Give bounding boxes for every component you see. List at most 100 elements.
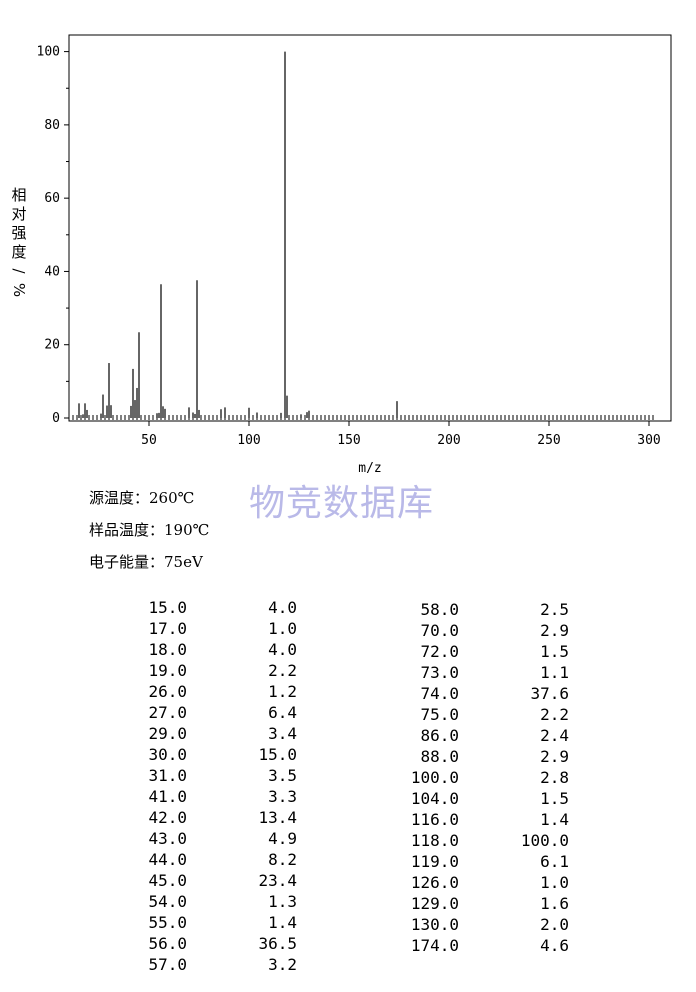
mz-cell: 174.0 (410, 936, 459, 955)
mz-cell: 44.0 (148, 850, 187, 869)
x-tick-label: 50 (141, 433, 157, 448)
left-mz-column: 15.0 17.0 18.0 19.0 26.0 27.0 29.0 30.0 31.0 41.0… (120, 597, 187, 975)
intensity-cell: 2.9 (540, 621, 569, 640)
left-intensity-column: 4.0 1.0 4.0 2.2 1.2 6.4 3.4 15.0 3.5 3.3 13.4 4.9 8.… (230, 597, 297, 975)
y-tick-label: 60 (44, 191, 60, 206)
intensity-cell: 23.4 (258, 871, 297, 890)
right-intensity-column: 2.5 2.9 1.5 1.1 37.6 2.2 2.4 2.9 2.8 1.5 1.4 100.0 6… (500, 599, 569, 956)
sample-temperature-label: 样品温度： (89, 521, 165, 539)
intensity-cell: 1.0 (268, 619, 297, 638)
x-tick-label: 300 (637, 433, 660, 448)
mz-cell: 58.0 (420, 600, 459, 619)
mz-cell: 17.0 (148, 619, 187, 638)
mz-cell: 27.0 (148, 703, 187, 722)
mz-cell: 19.0 (148, 661, 187, 680)
y-tick-label: 0 (52, 411, 60, 426)
intensity-cell: 15.0 (258, 745, 297, 764)
mz-cell: 55.0 (148, 913, 187, 932)
intensity-cell: 4.0 (268, 640, 297, 659)
y-tick-label: 40 (44, 264, 60, 279)
mz-cell: 26.0 (148, 682, 187, 701)
intensity-cell: 2.5 (540, 600, 569, 619)
intensity-cell: 2.8 (540, 768, 569, 787)
intensity-cell: 1.4 (268, 913, 297, 932)
intensity-cell: 37.6 (530, 684, 569, 703)
y-axis-ticks: 0 20 40 60 80 100 (37, 45, 69, 426)
mz-cell: 41.0 (148, 787, 187, 806)
y-axis-label-char: / (10, 268, 28, 274)
mz-cell: 88.0 (420, 747, 459, 766)
plot-frame (68, 34, 672, 422)
mz-cell: 42.0 (148, 808, 187, 827)
intensity-cell: 1.4 (540, 810, 569, 829)
mz-cell: 73.0 (420, 663, 459, 682)
mz-cell: 74.0 (420, 684, 459, 703)
mz-cell: 45.0 (148, 871, 187, 890)
electron-energy-value: 75eV (164, 553, 203, 571)
mz-cell: 116.0 (410, 810, 459, 829)
intensity-cell: 1.6 (540, 894, 569, 913)
intensity-cell: 4.6 (540, 936, 569, 955)
spectrum-peaks (78, 51, 398, 418)
intensity-cell: 2.4 (540, 726, 569, 745)
x-axis-ticks: 50 100 150 200 250 300 (141, 421, 661, 448)
y-axis-label-char: 相 (11, 186, 26, 204)
intensity-cell: 2.2 (268, 661, 297, 680)
mz-cell: 75.0 (420, 705, 459, 724)
mz-cell: 15.0 (148, 598, 187, 617)
sample-temperature: 样品温度：190℃ (89, 519, 209, 540)
sample-temperature-value: 190℃ (164, 521, 210, 539)
x-minor-ticks (72, 415, 654, 420)
mz-cell: 104.0 (410, 789, 459, 808)
mz-cell: 29.0 (148, 724, 187, 743)
mz-cell: 31.0 (148, 766, 187, 785)
y-axis-label-char: 对 (11, 205, 26, 223)
mz-cell: 129.0 (410, 894, 459, 913)
intensity-cell: 4.0 (268, 598, 297, 617)
source-temperature-value: 260℃ (149, 489, 195, 507)
electron-energy: 电子能量：75eV (89, 551, 203, 572)
intensity-cell: 1.2 (268, 682, 297, 701)
intensity-cell: 3.5 (268, 766, 297, 785)
mz-cell: 130.0 (410, 915, 459, 934)
mz-cell: 57.0 (148, 955, 187, 974)
intensity-cell: 2.0 (540, 915, 569, 934)
y-axis-label-char: % (10, 283, 28, 297)
mz-cell: 54.0 (148, 892, 187, 911)
electron-energy-label: 电子能量： (89, 553, 165, 571)
watermark: 物竞数据库 (249, 483, 435, 524)
y-tick-label: 100 (37, 45, 60, 60)
mz-cell: 118.0 (410, 831, 459, 850)
mz-cell: 43.0 (148, 829, 187, 848)
intensity-cell: 6.1 (540, 852, 569, 871)
mz-cell: 18.0 (148, 640, 187, 659)
intensity-cell: 3.4 (268, 724, 297, 743)
intensity-cell: 1.0 (540, 873, 569, 892)
mz-cell: 30.0 (148, 745, 187, 764)
intensity-cell: 1.1 (540, 663, 569, 682)
intensity-cell: 3.3 (268, 787, 297, 806)
intensity-cell: 3.2 (268, 955, 297, 974)
x-tick-label: 150 (337, 433, 360, 448)
intensity-cell: 1.5 (540, 642, 569, 661)
x-tick-label: 250 (537, 433, 560, 448)
y-tick-label: 20 (44, 338, 60, 353)
intensity-cell: 4.9 (268, 829, 297, 848)
mz-cell: 100.0 (410, 768, 459, 787)
intensity-cell: 8.2 (268, 850, 297, 869)
mz-cell: 56.0 (148, 934, 187, 953)
x-tick-label: 100 (237, 433, 260, 448)
intensity-cell: 2.9 (540, 747, 569, 766)
mz-cell: 119.0 (410, 852, 459, 871)
x-axis-label: m/z (358, 461, 381, 476)
intensity-cell: 1.3 (268, 892, 297, 911)
right-mz-column: 58.0 70.0 72.0 73.0 74.0 75.0 86.0 88.0 100.0 104… (390, 599, 459, 956)
y-axis-label-char: 强 (11, 224, 26, 242)
mz-cell: 70.0 (420, 621, 459, 640)
intensity-cell: 1.5 (540, 789, 569, 808)
mz-cell: 72.0 (420, 642, 459, 661)
intensity-cell: 6.4 (268, 703, 297, 722)
intensity-cell: 36.5 (258, 934, 297, 953)
